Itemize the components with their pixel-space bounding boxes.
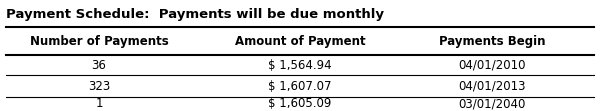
Text: 04/01/2010: 04/01/2010 bbox=[458, 59, 526, 72]
Text: Payment Schedule:  Payments will be due monthly: Payment Schedule: Payments will be due m… bbox=[6, 8, 384, 21]
Text: Amount of Payment: Amount of Payment bbox=[235, 35, 365, 48]
Text: $ 1,607.07: $ 1,607.07 bbox=[268, 79, 332, 93]
Text: $ 1,564.94: $ 1,564.94 bbox=[268, 59, 332, 72]
Text: Payments Begin: Payments Begin bbox=[439, 35, 545, 48]
Text: Number of Payments: Number of Payments bbox=[29, 35, 169, 48]
Text: 04/01/2013: 04/01/2013 bbox=[458, 79, 526, 93]
Text: 36: 36 bbox=[92, 59, 106, 72]
Text: 1: 1 bbox=[95, 97, 103, 110]
Text: 03/01/2040: 03/01/2040 bbox=[458, 97, 526, 110]
Text: 323: 323 bbox=[88, 79, 110, 93]
Text: $ 1,605.09: $ 1,605.09 bbox=[268, 97, 332, 110]
